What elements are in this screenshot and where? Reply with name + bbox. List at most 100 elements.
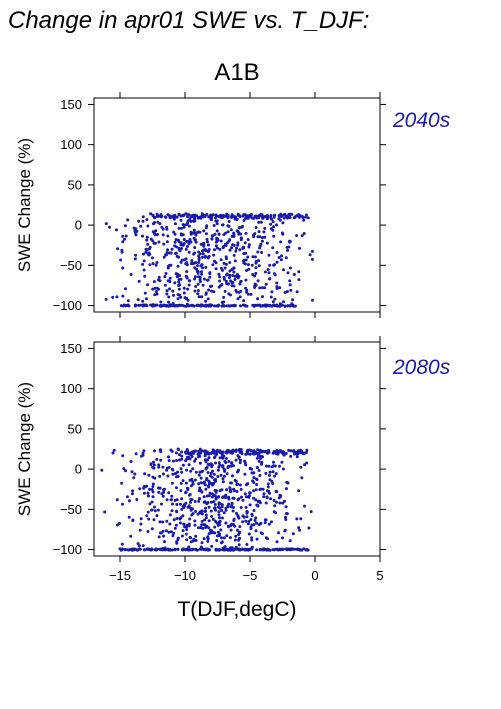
- data-point: [225, 472, 229, 476]
- data-point: [184, 459, 188, 463]
- data-point: [303, 504, 306, 508]
- data-point: [165, 251, 169, 254]
- data-point: [262, 492, 266, 496]
- data-point: [256, 250, 260, 254]
- data-point: [152, 518, 156, 522]
- data-point: [171, 304, 174, 308]
- data-point: [182, 238, 186, 241]
- data-point: [180, 247, 183, 250]
- data-point: [146, 224, 150, 228]
- data-point: [175, 540, 179, 544]
- data-point: [249, 527, 253, 531]
- data-point: [127, 499, 131, 503]
- data-point: [207, 526, 211, 530]
- data-point: [230, 246, 233, 250]
- data-point: [143, 472, 147, 476]
- data-point: [221, 464, 225, 468]
- data-point: [279, 240, 283, 244]
- data-point: [275, 223, 278, 227]
- data-point: [278, 501, 282, 505]
- data-point: [142, 259, 146, 263]
- data-point: [177, 278, 181, 281]
- data-point: [245, 288, 249, 292]
- data-point: [191, 467, 195, 471]
- data-point: [257, 459, 261, 463]
- data-point: [240, 450, 244, 454]
- data-point: [244, 231, 248, 235]
- data-point: [213, 259, 216, 263]
- data-point: [217, 232, 221, 236]
- data-point: [197, 449, 200, 453]
- data-point: [219, 266, 223, 270]
- data-point: [181, 303, 184, 307]
- data-point: [261, 548, 265, 552]
- data-point: [222, 261, 226, 265]
- data-point: [196, 264, 199, 268]
- data-point: [302, 218, 306, 222]
- data-point: [152, 280, 156, 284]
- data-point: [186, 219, 190, 223]
- data-point: [292, 273, 296, 276]
- data-point: [180, 454, 184, 458]
- data-point: [124, 234, 128, 238]
- data-point: [162, 534, 166, 538]
- data-point: [246, 255, 250, 259]
- data-point: [157, 490, 161, 494]
- data-point: [170, 509, 174, 513]
- data-point: [175, 272, 179, 276]
- data-point: [171, 214, 175, 218]
- data-point: [182, 213, 186, 217]
- data-point: [262, 230, 266, 234]
- data-point: [239, 487, 243, 491]
- data-point: [202, 277, 206, 281]
- data-point: [233, 278, 237, 281]
- data-point: [231, 450, 235, 454]
- data-point: [175, 498, 179, 502]
- data-point: [308, 253, 312, 257]
- data-point: [256, 448, 260, 452]
- data-point: [151, 213, 155, 217]
- data-point: [237, 274, 241, 278]
- data-point: [259, 531, 263, 535]
- data-point: [213, 449, 217, 453]
- data-point: [241, 520, 245, 524]
- data-point: [167, 466, 171, 469]
- data-point: [229, 505, 233, 509]
- data-point: [153, 505, 156, 509]
- data-point: [275, 490, 279, 494]
- data-point: [267, 464, 271, 468]
- data-point: [199, 476, 203, 480]
- data-point: [189, 220, 193, 223]
- data-point: [214, 497, 218, 501]
- data-point: [194, 534, 198, 538]
- data-point: [156, 508, 160, 512]
- data-point: [179, 218, 183, 222]
- ylabel-2080s: SWE Change (%): [15, 382, 34, 516]
- data-point: [272, 214, 276, 217]
- data-point: [267, 450, 271, 454]
- data-point: [126, 548, 130, 552]
- data-point: [157, 465, 161, 469]
- data-point: [270, 520, 273, 524]
- data-point: [285, 480, 289, 484]
- data-point: [283, 304, 287, 308]
- data-point: [211, 517, 215, 521]
- data-point: [191, 480, 195, 484]
- data-point: [141, 262, 145, 266]
- data-point: [272, 460, 275, 464]
- data-point: [155, 286, 159, 290]
- data-point: [260, 251, 264, 254]
- data-point: [289, 454, 293, 458]
- data-point: [253, 255, 257, 259]
- data-point: [175, 503, 179, 506]
- data-point: [116, 523, 119, 527]
- data-point: [188, 238, 192, 241]
- data-point: [167, 547, 171, 551]
- data-point: [163, 540, 166, 544]
- x-tick-label: 0: [311, 568, 318, 583]
- data-point: [164, 253, 168, 257]
- data-point: [210, 495, 214, 499]
- data-point: [214, 477, 217, 481]
- data-point: [242, 515, 246, 519]
